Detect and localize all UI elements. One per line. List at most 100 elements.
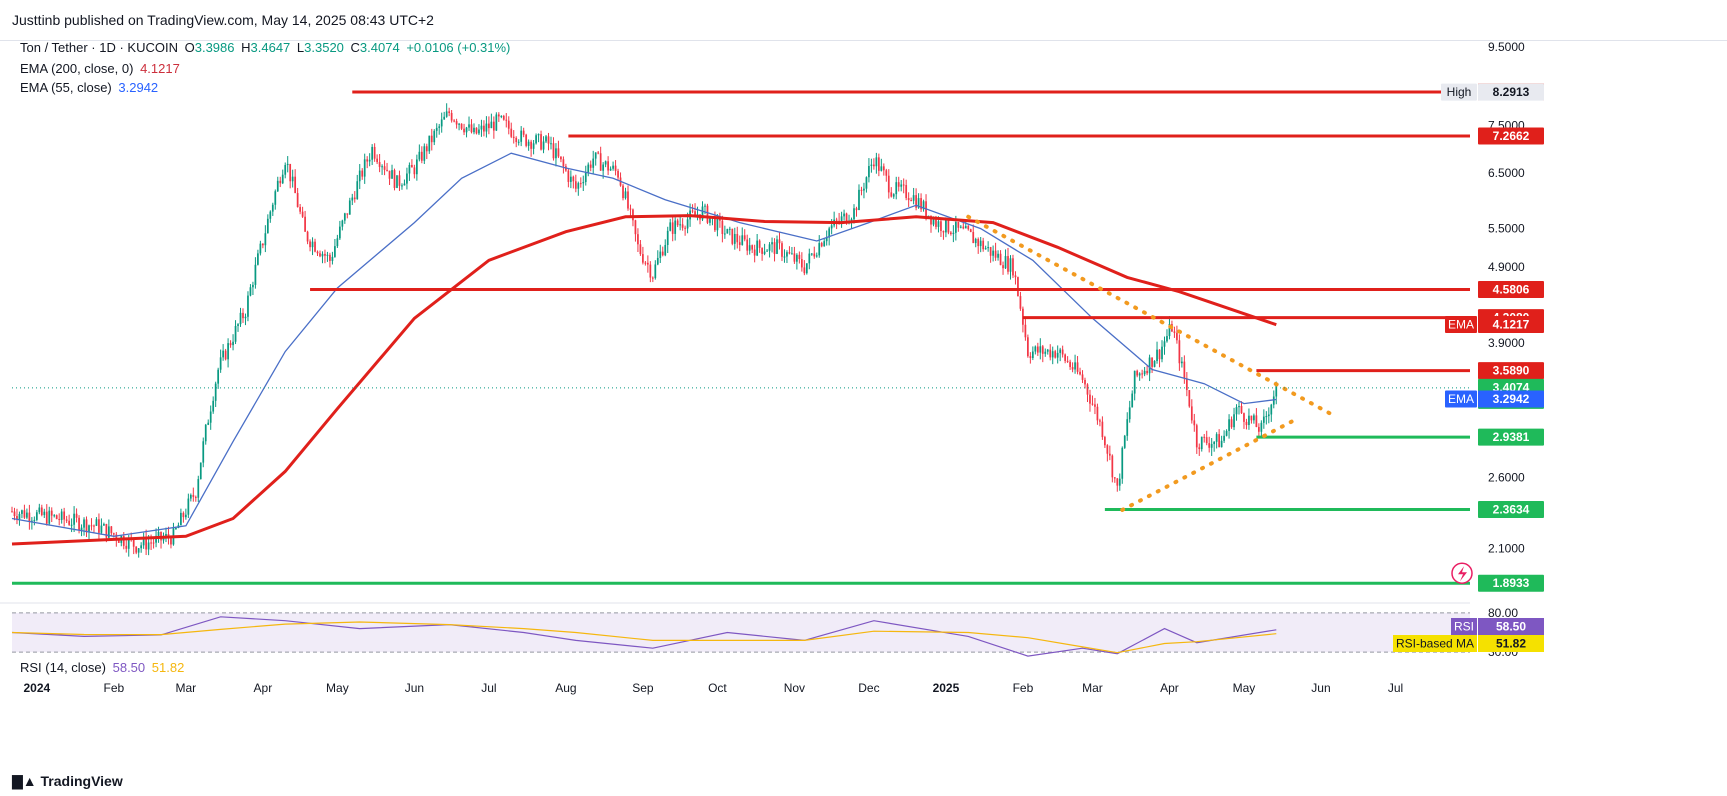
candle-body — [334, 246, 336, 257]
candle-body — [1275, 382, 1278, 397]
candle-body — [545, 136, 547, 142]
candle-body — [711, 217, 714, 219]
price-label-bg — [1478, 428, 1544, 446]
candle-body — [497, 114, 500, 117]
candle-body — [13, 511, 16, 517]
candle-body — [1089, 394, 1091, 404]
candle-body — [249, 287, 252, 296]
candle-body — [892, 194, 895, 197]
candle-body — [1044, 351, 1047, 354]
ema55-legend[interactable]: EMA (55, close) 3.2942 — [20, 80, 161, 95]
candle-body — [1153, 360, 1156, 367]
price-label-bg — [1478, 362, 1544, 380]
candle-body — [771, 242, 773, 245]
candle-body — [900, 184, 903, 187]
candle-body — [967, 226, 970, 230]
candle-body — [694, 211, 696, 215]
rsi-label-value: 58.50 — [1496, 620, 1526, 634]
candle-body — [813, 253, 816, 257]
candle-body — [1113, 477, 1116, 479]
lightning-replay-icon — [1451, 562, 1473, 584]
candle-body — [430, 135, 433, 143]
candle-body — [763, 251, 766, 254]
candle-body — [209, 411, 212, 423]
candle-body — [420, 151, 423, 161]
candle-body — [132, 539, 135, 547]
candle-body — [38, 507, 41, 513]
candle-body — [565, 166, 567, 171]
candle-body — [55, 515, 58, 519]
candle-body — [358, 170, 361, 182]
candle-body — [279, 180, 282, 184]
candle-body — [969, 229, 972, 232]
candle-body — [98, 519, 100, 533]
candle-body — [870, 164, 873, 167]
ema200-legend[interactable]: EMA (200, close, 0) 4.1217 — [20, 61, 183, 76]
candle-body — [1235, 407, 1238, 415]
candle-body — [517, 141, 520, 143]
y-tick-label: 2.6000 — [1488, 471, 1525, 485]
candle-body — [75, 513, 78, 518]
candle-body — [607, 161, 609, 171]
rsi-label-tag: RSI-based MA — [1396, 637, 1474, 651]
candle-body — [748, 245, 751, 251]
candle-body — [135, 546, 138, 553]
candle-body — [927, 215, 930, 217]
candle-body — [1079, 371, 1081, 375]
candle-body — [80, 527, 83, 531]
x-tick-label: Jul — [481, 681, 496, 695]
candle-body — [492, 121, 495, 131]
candle-body — [666, 230, 669, 245]
price-label-bg — [1478, 500, 1544, 518]
candle-body — [276, 180, 279, 192]
candle-body — [984, 248, 987, 250]
y-tick-label: 7.5000 — [1488, 119, 1525, 133]
candle-body — [120, 535, 123, 543]
candle-body — [723, 233, 726, 235]
candle-body — [902, 184, 905, 186]
candle-body — [304, 216, 306, 232]
candle-body — [351, 197, 354, 201]
candle-body — [584, 172, 587, 183]
price-label-countdown: 17:16:21 — [1488, 394, 1535, 408]
candle-body — [271, 204, 274, 212]
rsi-tick-label: 30.00 — [1488, 645, 1518, 659]
candle-body — [738, 242, 741, 245]
symbol-name: Ton / Tether · 1D · KUCOIN — [20, 40, 178, 55]
candle-body — [244, 316, 247, 319]
candle-body — [145, 537, 147, 550]
candle-body — [838, 220, 840, 222]
candle-body — [433, 130, 436, 143]
price-label-bg — [1478, 378, 1544, 409]
candle-body — [463, 128, 465, 133]
candle-body — [58, 518, 61, 520]
candle-body — [604, 161, 607, 165]
candle-body — [562, 159, 565, 167]
candle-body — [1004, 256, 1007, 269]
change-value: +0.0106 (+0.31%) — [406, 40, 511, 55]
candle-body — [552, 143, 555, 159]
candle-body — [281, 174, 284, 184]
candle-body — [850, 219, 853, 222]
candle-body — [845, 213, 848, 224]
rsi-value: 58.50 — [112, 660, 146, 675]
candle-body — [157, 531, 160, 536]
candle-body — [1066, 360, 1069, 362]
candle-body — [701, 206, 704, 220]
candle-body — [324, 253, 326, 256]
symbol-legend[interactable]: Ton / Tether · 1D · KUCOIN O3.3986 H3.46… — [20, 40, 513, 55]
candle-body — [1104, 437, 1106, 446]
candle-body — [398, 175, 401, 186]
candle-body — [1002, 265, 1004, 269]
candle-body — [721, 220, 724, 234]
candle-body — [1210, 444, 1213, 448]
candle-body — [207, 422, 210, 425]
candle-body — [1054, 351, 1057, 358]
candle-body — [860, 189, 863, 191]
candle-body — [346, 213, 349, 215]
tradingview-brand[interactable]: ▇▲ TradingView — [12, 773, 123, 790]
candle-body — [1131, 393, 1134, 408]
candle-body — [1171, 324, 1173, 332]
rsi-legend[interactable]: RSI (14, close) 58.50 51.82 — [20, 660, 187, 675]
candle-body — [483, 125, 485, 132]
